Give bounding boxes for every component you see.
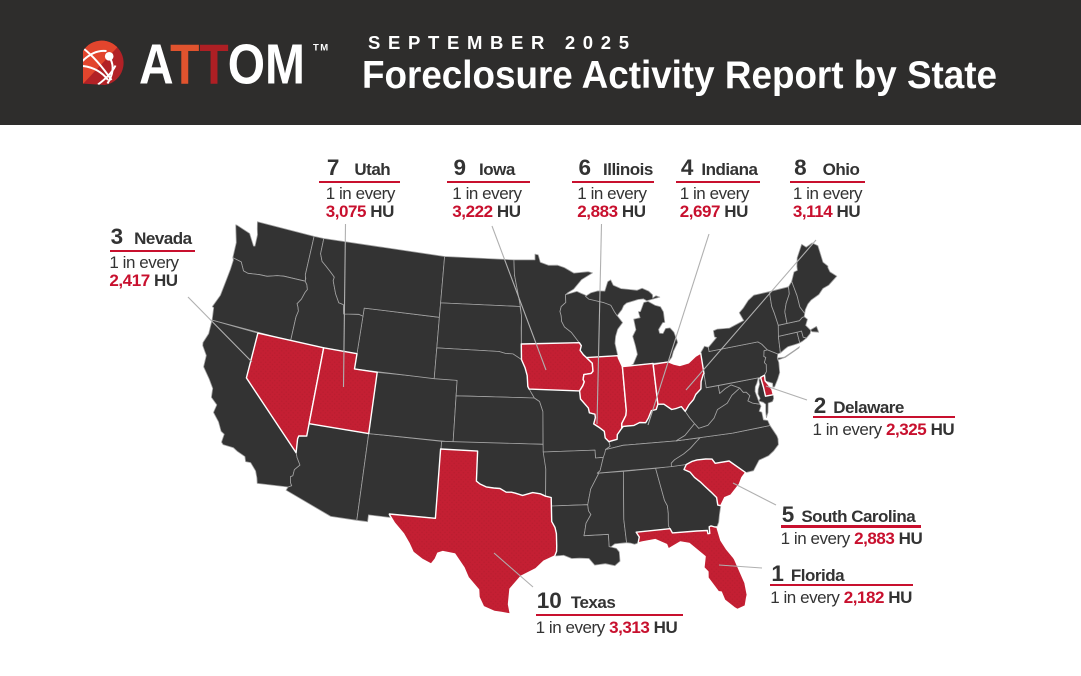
svg-text:ATTOM: ATTOM (139, 33, 305, 97)
svg-text:TM: TM (313, 43, 330, 54)
svg-text:SEPTEMBER 2025: SEPTEMBER 2025 (368, 32, 629, 53)
svg-text:Foreclosure Activity Report by: Foreclosure Activity Report by State (362, 54, 997, 97)
